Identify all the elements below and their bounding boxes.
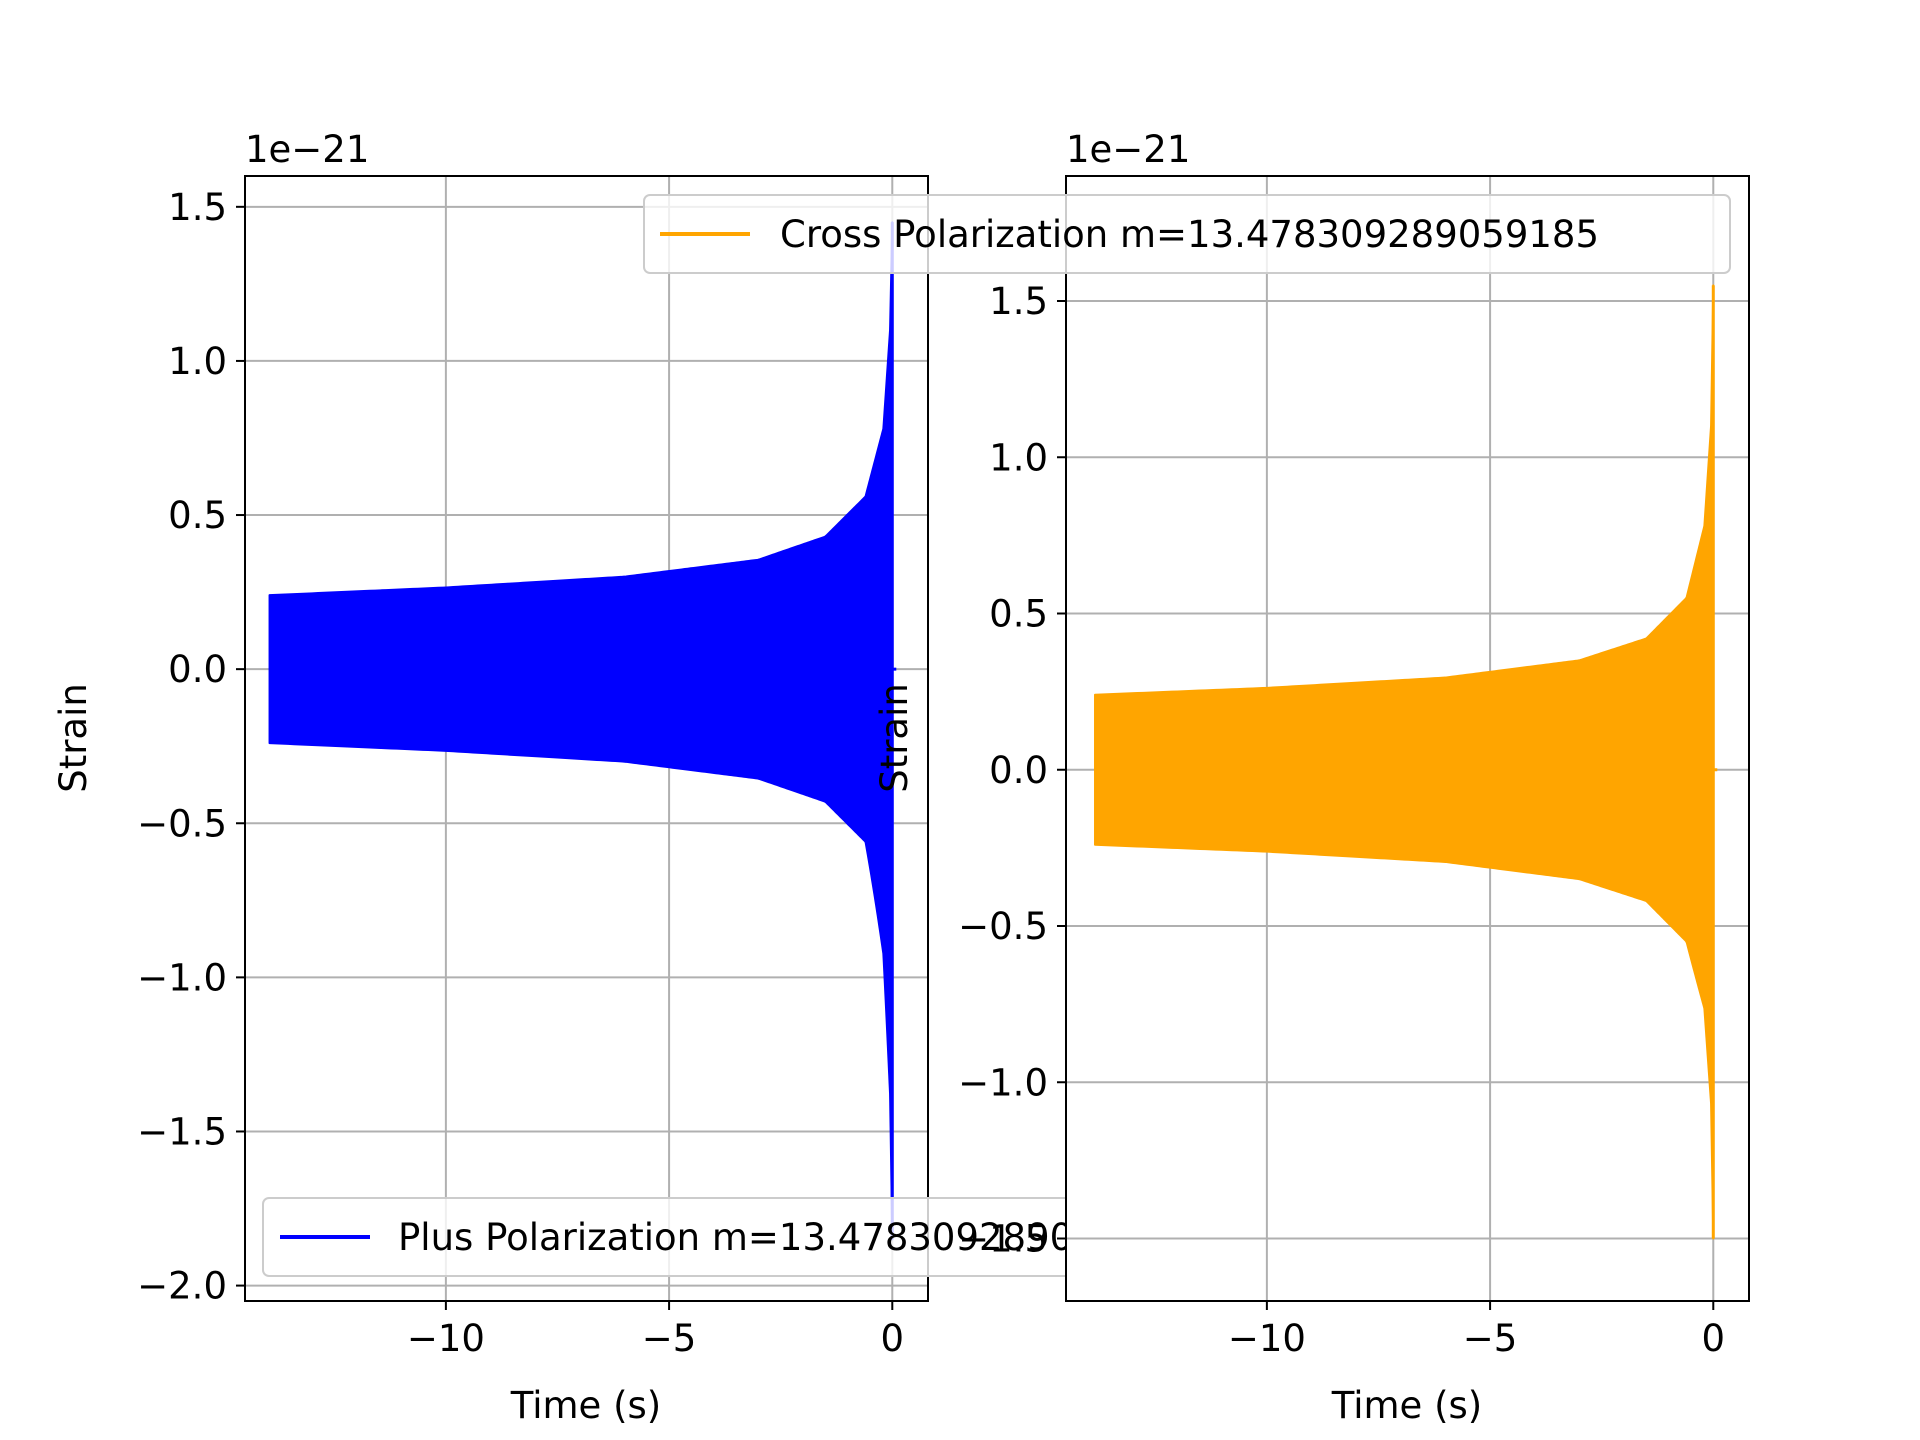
right-y-axis-label: Strain <box>873 683 916 793</box>
left-y-tick-label: 1.5 <box>168 186 227 229</box>
left-offset-text: 1e−21 <box>245 128 369 171</box>
left-x-tick-label: −10 <box>407 1317 485 1360</box>
right-x-tick-label: −10 <box>1228 1317 1306 1360</box>
right-x-tick-label: 0 <box>1702 1317 1726 1360</box>
right-y-tick-label: 1.0 <box>989 436 1048 479</box>
left-x-axis-label: Time (s) <box>510 1384 661 1427</box>
left-y-tick-label: 1.0 <box>168 340 227 383</box>
right-x-axis-label: Time (s) <box>1331 1384 1482 1427</box>
right-legend: Cross Polarization m=13.478309289059185 <box>643 194 1731 274</box>
left-x-tick-label: 0 <box>881 1317 905 1360</box>
left-y-tick-label: −2.0 <box>137 1265 227 1308</box>
left-legend: Plus Polarization m=13.478309289059185 <box>262 1197 1191 1277</box>
left-y-tick-label: −1.0 <box>137 956 227 999</box>
left-ticks: −10 −5 0 −2.0 −1.5 −1.0 −0.5 0.0 0.5 1.0 1.5 <box>137 186 904 1360</box>
right-series-layer <box>1094 284 1718 1240</box>
right-y-tick-label: 1.5 <box>989 280 1048 323</box>
left-axes-frame <box>244 175 929 1302</box>
left-y-tick-label: 0.0 <box>168 648 227 691</box>
right-offset-text: 1e−21 <box>1066 128 1190 171</box>
right-axes-frame <box>1065 175 1750 1302</box>
left-y-tick-label: −0.5 <box>137 802 227 845</box>
left-y-axis-label: Strain <box>52 683 95 793</box>
right-y-tick-label: 0.0 <box>989 749 1048 792</box>
left-x-tick-label: −5 <box>642 1317 697 1360</box>
right-ticks: −10 −5 0 −1.5 −1.0 −0.5 0.0 0.5 1.0 1.5 <box>958 280 1725 1360</box>
right-x-tick-label: −5 <box>1463 1317 1518 1360</box>
right-y-tick-label: −0.5 <box>958 905 1048 948</box>
right-legend-box <box>643 194 1731 274</box>
left-subplot: −10 −5 0 −2.0 −1.5 −1.0 −0.5 0.0 0.5 1.0 1.5 1e−21… <box>52 128 1191 1427</box>
right-legend-label: Cross Polarization m=13.478309289059185 <box>780 213 1599 256</box>
left-y-tick-label: −1.5 <box>137 1110 227 1153</box>
left-y-tick-label: 0.5 <box>168 494 227 537</box>
right-subplot: −10 −5 0 −1.5 −1.0 −0.5 0.0 0.5 1.0 1.5 1e−21 Tim… <box>643 128 1750 1427</box>
right-y-tick-label: −1.5 <box>958 1218 1048 1261</box>
right-y-tick-label: −1.0 <box>958 1061 1048 1104</box>
right-series-waveform <box>1094 284 1715 1240</box>
right-y-tick-label: 0.5 <box>989 593 1048 636</box>
